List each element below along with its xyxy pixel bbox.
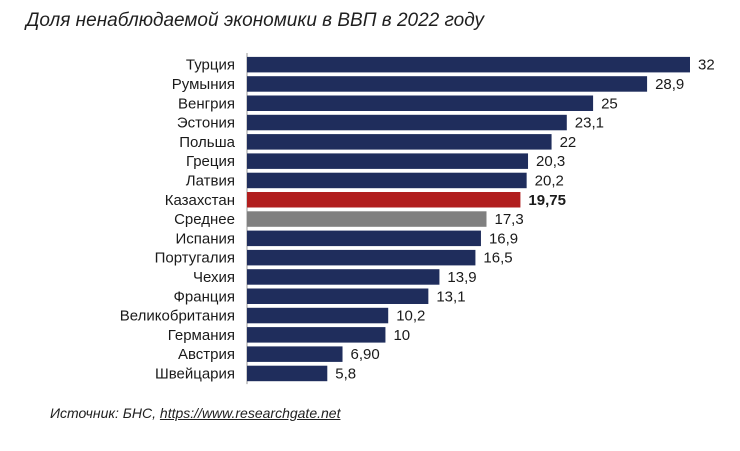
category-label: Среднее xyxy=(174,211,235,228)
value-label: 23,1 xyxy=(575,115,604,132)
bar-average xyxy=(247,211,487,227)
category-label: Эстония xyxy=(177,115,235,132)
bar xyxy=(247,114,567,131)
value-label: 32 xyxy=(698,57,715,74)
bar xyxy=(247,153,529,169)
value-label: 5,8 xyxy=(335,365,356,382)
source-prefix: Источник: БНС, xyxy=(50,405,160,421)
value-label: 17,3 xyxy=(494,211,523,228)
bar xyxy=(247,307,389,324)
category-label: Португалия xyxy=(155,250,235,267)
category-label: Швейцария xyxy=(155,365,235,382)
value-label: 22 xyxy=(560,134,577,151)
bar xyxy=(247,76,648,92)
value-label: 13,9 xyxy=(447,269,476,286)
bar xyxy=(247,230,481,247)
category-label: Турция xyxy=(186,57,235,74)
category-label: Австрия xyxy=(178,346,235,363)
bar xyxy=(247,95,594,111)
value-label: 20,3 xyxy=(536,153,565,170)
category-label: Румыния xyxy=(172,76,235,93)
value-label: 20,2 xyxy=(535,172,564,189)
bar xyxy=(247,249,476,266)
category-label: Франция xyxy=(174,288,235,305)
category-label: Казахстан xyxy=(165,192,235,209)
category-label: Латвия xyxy=(186,172,235,189)
bar xyxy=(247,56,690,73)
value-label: 10 xyxy=(393,327,410,344)
bar xyxy=(247,346,343,362)
value-label: 25 xyxy=(601,95,618,112)
value-label: 10,2 xyxy=(396,308,425,325)
value-label: 19,75 xyxy=(528,192,566,209)
value-label: 16,9 xyxy=(489,230,518,247)
bar xyxy=(247,288,429,304)
category-label: Великобритания xyxy=(120,308,235,325)
value-label: 6,90 xyxy=(351,346,380,363)
category-label: Испания xyxy=(175,230,235,247)
category-label: Венгрия xyxy=(178,95,235,112)
category-label: Польша xyxy=(179,134,235,151)
bar xyxy=(247,134,552,150)
source-link[interactable]: https://www.researchgate.net xyxy=(159,405,341,421)
category-label: Чехия xyxy=(193,269,235,286)
source-note: Источник: БНС, https://www.researchgate.… xyxy=(50,405,340,421)
value-label: 28,9 xyxy=(655,76,684,93)
bar xyxy=(247,172,527,189)
value-label: 13,1 xyxy=(436,288,465,305)
bar xyxy=(247,365,328,382)
chart-title: Доля ненаблюдаемой экономики в ВВП в 202… xyxy=(26,10,485,31)
category-label: Германия xyxy=(168,327,235,344)
bar xyxy=(247,327,386,343)
value-label: 16,5 xyxy=(483,250,512,267)
category-label: Греция xyxy=(186,153,235,170)
bar xyxy=(247,269,440,285)
bar-highlight xyxy=(247,192,521,208)
